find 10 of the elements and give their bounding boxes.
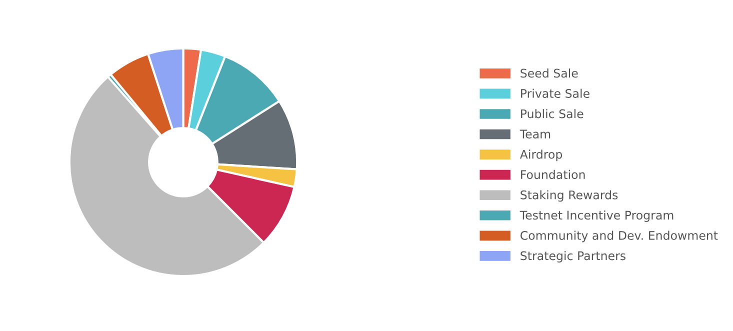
legend-label: Airdrop bbox=[520, 150, 562, 162]
legend-label: Public Sale bbox=[521, 109, 584, 118]
legend-label: Strategic Partners bbox=[520, 251, 626, 262]
legend-label: Testnet Incentive Program bbox=[520, 210, 674, 222]
legend-label: Community and Dev. Endowment bbox=[520, 230, 718, 242]
legend-label: Staking Rewards bbox=[520, 190, 618, 202]
legend-label: Foundation bbox=[521, 170, 585, 180]
legend-label: Team bbox=[520, 130, 550, 139]
legend-label: Seed Sale bbox=[520, 68, 578, 78]
legend-label: Private Sale bbox=[521, 88, 590, 98]
